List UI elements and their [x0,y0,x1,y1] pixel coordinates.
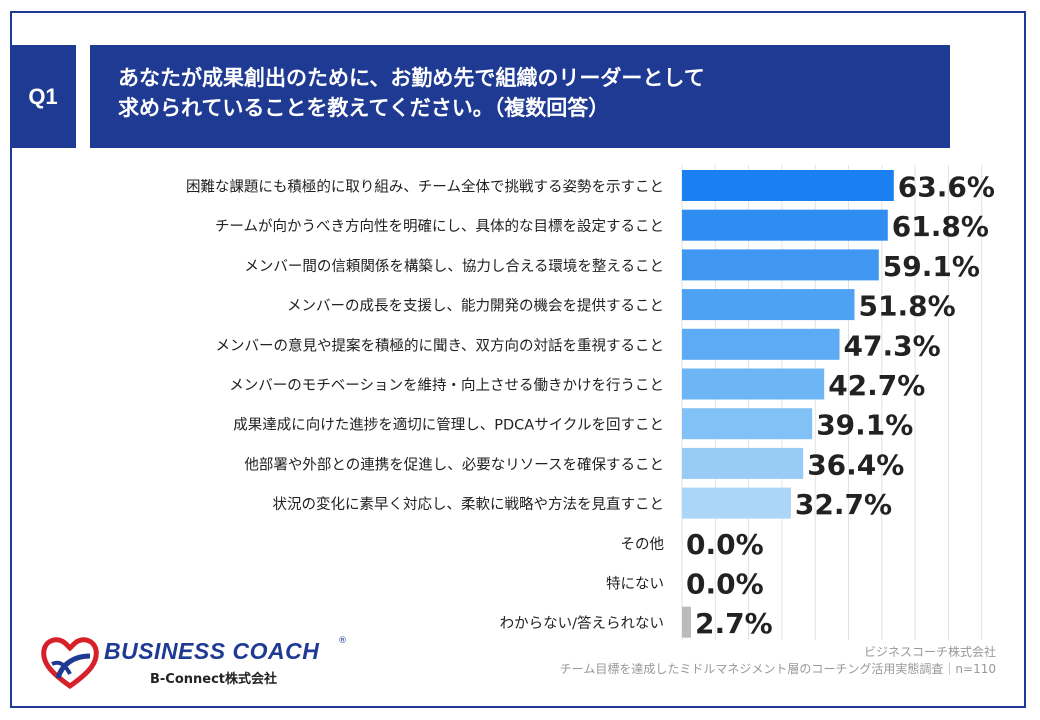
logo-subtitle: B-Connect株式会社 [150,672,278,687]
bar [682,447,804,479]
value-label: 42.7% [828,369,925,402]
question-title-box: あなたが成果創出のために、お勤め先で組織のリーダーとして 求められていることを教… [90,45,950,148]
category-label: 成果達成に向けた進捗を適切に管理し、PDCAサイクルを回すこと [233,416,664,434]
source-note: ビジネスコーチ株式会社 チーム目標を達成したミドルマネジメント層のコーチング活用… [560,644,996,678]
category-label: 状況の変化に素早く対応し、柔軟に戦略や方法を見直すこと [273,496,665,513]
bar [682,289,855,321]
question-number-badge: Q1 [10,45,76,148]
value-label: 0.0% [686,528,764,561]
value-label: 63.6% [898,171,995,204]
logo-name: BUSINESS COACH [104,638,320,664]
category-label: メンバーのモチベーションを維持・向上させる働きかけを行うこと [229,377,664,394]
value-label: 51.8% [858,290,955,323]
logo-registered-mark: ® [338,636,347,646]
bar [682,328,840,360]
bar [682,209,888,241]
category-label: メンバーの意見や提案を積極的に聞き、双方向の対話を重視すること [216,336,664,354]
value-label: 39.1% [816,409,913,442]
value-label: 32.7% [795,488,892,521]
category-label: 困難な課題にも積極的に取り組み、チーム全体で挑戦する姿勢を示すこと [186,178,664,196]
bar [682,487,791,519]
source-survey: チーム目標を達成したミドルマネジメント層のコーチング活用実態調査｜n=110 [559,662,996,676]
category-label: その他 [621,536,665,553]
bar [682,408,813,440]
question-title-line2: 求められていることを教えてください。（複数回答） [118,96,610,120]
outer-frame [10,11,1026,708]
value-label: 61.8% [892,210,989,243]
category-label: 特にない [606,576,664,593]
value-label: 59.1% [883,250,980,283]
category-label: 他部署や外部との連携を促進し、必要なリソースを確保すること [244,456,664,473]
bar [682,368,825,400]
bar [682,249,879,281]
company-logo: BUSINESS COACH ® B-Connect株式会社 [40,634,370,692]
bar [682,606,691,638]
question-number: Q1 [28,83,58,109]
question-title-line1: あなたが成果創出のために、お勤め先で組織のリーダーとして [118,66,705,90]
category-label: メンバーの成長を支援し、能力開発の機会を提供すること [287,298,664,315]
category-label: わからない/答えられない [500,615,664,632]
logo-heart-icon [41,637,99,690]
value-label: 36.4% [807,448,904,481]
category-label: メンバー間の信頼関係を構築し、協力し合える環境を整えること [244,257,664,275]
value-label: 2.7% [695,607,773,640]
value-label: 47.3% [844,329,941,362]
bar [682,170,894,201]
source-company: ビジネスコーチ株式会社 [863,645,996,659]
category-label: チームが向かうべき方向性を明確にし、具体的な目標を設定すること [215,218,664,235]
value-label: 0.0% [686,568,764,601]
